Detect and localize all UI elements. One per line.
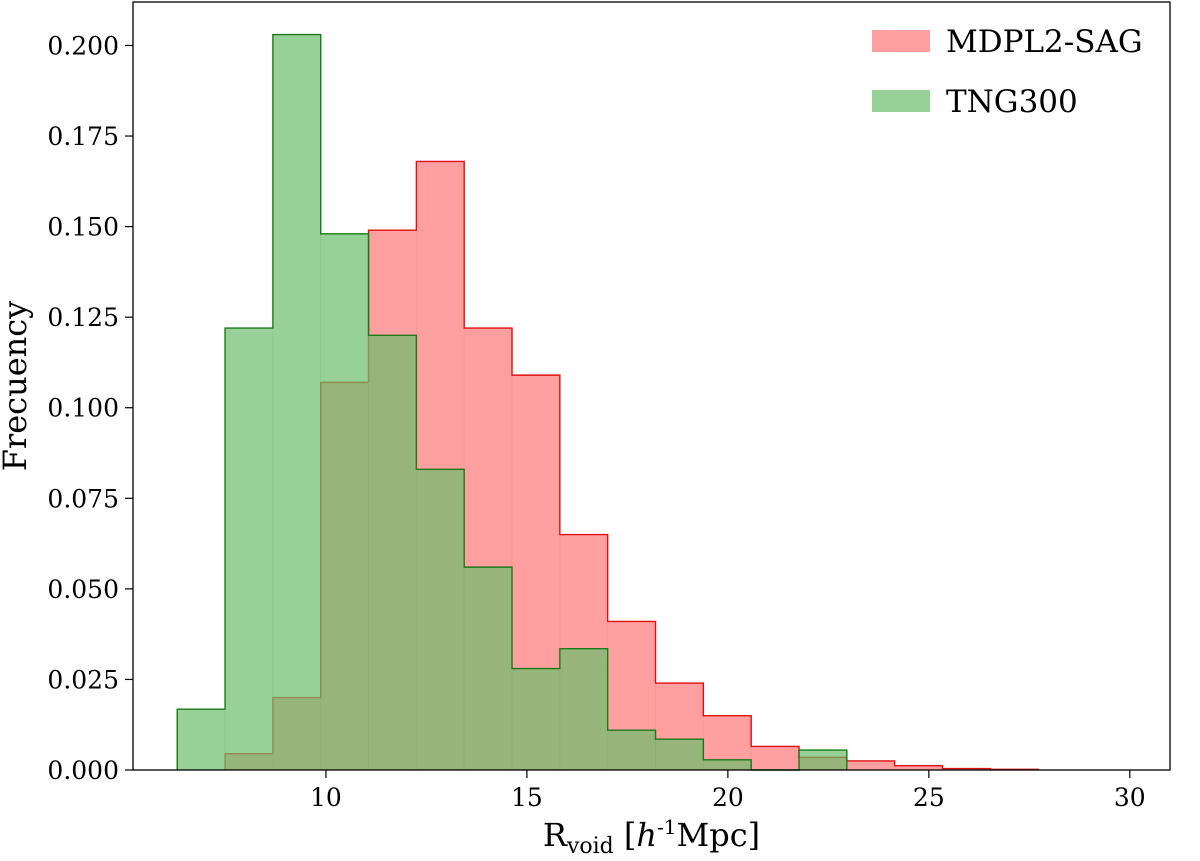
x-axis-label-unit-open: [: [614, 816, 637, 854]
legend-swatch: [872, 30, 930, 52]
legend: MDPL2-SAG TNG300: [872, 24, 1143, 120]
histogram-bar: [272, 34, 322, 771]
plot-frame: [132, 1, 1171, 771]
x-tick-label: 20: [712, 783, 744, 812]
histogram-bar: [750, 746, 800, 771]
y-tick-label: 0.075: [47, 484, 119, 513]
histogram-bar: [463, 566, 513, 771]
y-axis-label: Frecuency: [0, 301, 34, 472]
y-tick-label: 0.000: [47, 756, 119, 785]
x-tick-label: 25: [913, 783, 945, 812]
x-tick-label: 15: [511, 783, 543, 812]
histogram-bar: [511, 668, 561, 771]
histogram-bar: [176, 708, 226, 771]
y-tick-label: 0.125: [47, 303, 119, 332]
histogram-bar: [607, 729, 656, 771]
histogram-bar: [655, 738, 704, 771]
series-1: [176, 33, 848, 771]
histogram-outline: [176, 33, 848, 771]
legend-label: MDPL2-SAG: [946, 24, 1143, 60]
histogram-bar: [846, 760, 896, 771]
histogram-bar: [798, 749, 848, 771]
histogram-bar: [415, 468, 465, 771]
y-tick-label: 0.025: [47, 665, 119, 694]
x-axis-label-exponent: -1: [657, 815, 676, 839]
y-tick-label: 0.150: [47, 213, 119, 242]
x-axis-label-h: h: [636, 816, 657, 854]
series-layer: [176, 33, 1039, 771]
y-tick-label: 0.175: [47, 122, 119, 151]
y-tick-label: 0.050: [47, 575, 119, 604]
y-tick-label: 0.200: [47, 31, 119, 60]
y-tick-label: 0.100: [47, 394, 119, 423]
legend-swatch: [872, 90, 930, 112]
legend-label: TNG300: [946, 84, 1078, 120]
y-axis: 0.000 0.025 0.050 0.075 0.100 0.125 0.150 0.175…: [47, 31, 133, 785]
x-tick-label: 10: [310, 783, 342, 812]
histogram-bar: [368, 334, 417, 771]
histogram-bar: [702, 759, 752, 771]
histogram-bar: [559, 648, 609, 771]
histogram-bar: [320, 233, 369, 771]
x-axis-label-unit-close: Mpc]: [676, 816, 760, 854]
x-axis-label-main: R: [543, 816, 568, 854]
x-axis: 10 15 20 25 30: [310, 770, 1146, 812]
x-axis-label: Rvoid [h-1Mpc]: [543, 815, 760, 859]
x-axis-label-subscript: void: [566, 834, 614, 859]
x-tick-label: 30: [1114, 783, 1146, 812]
histogram-bar: [224, 327, 274, 771]
